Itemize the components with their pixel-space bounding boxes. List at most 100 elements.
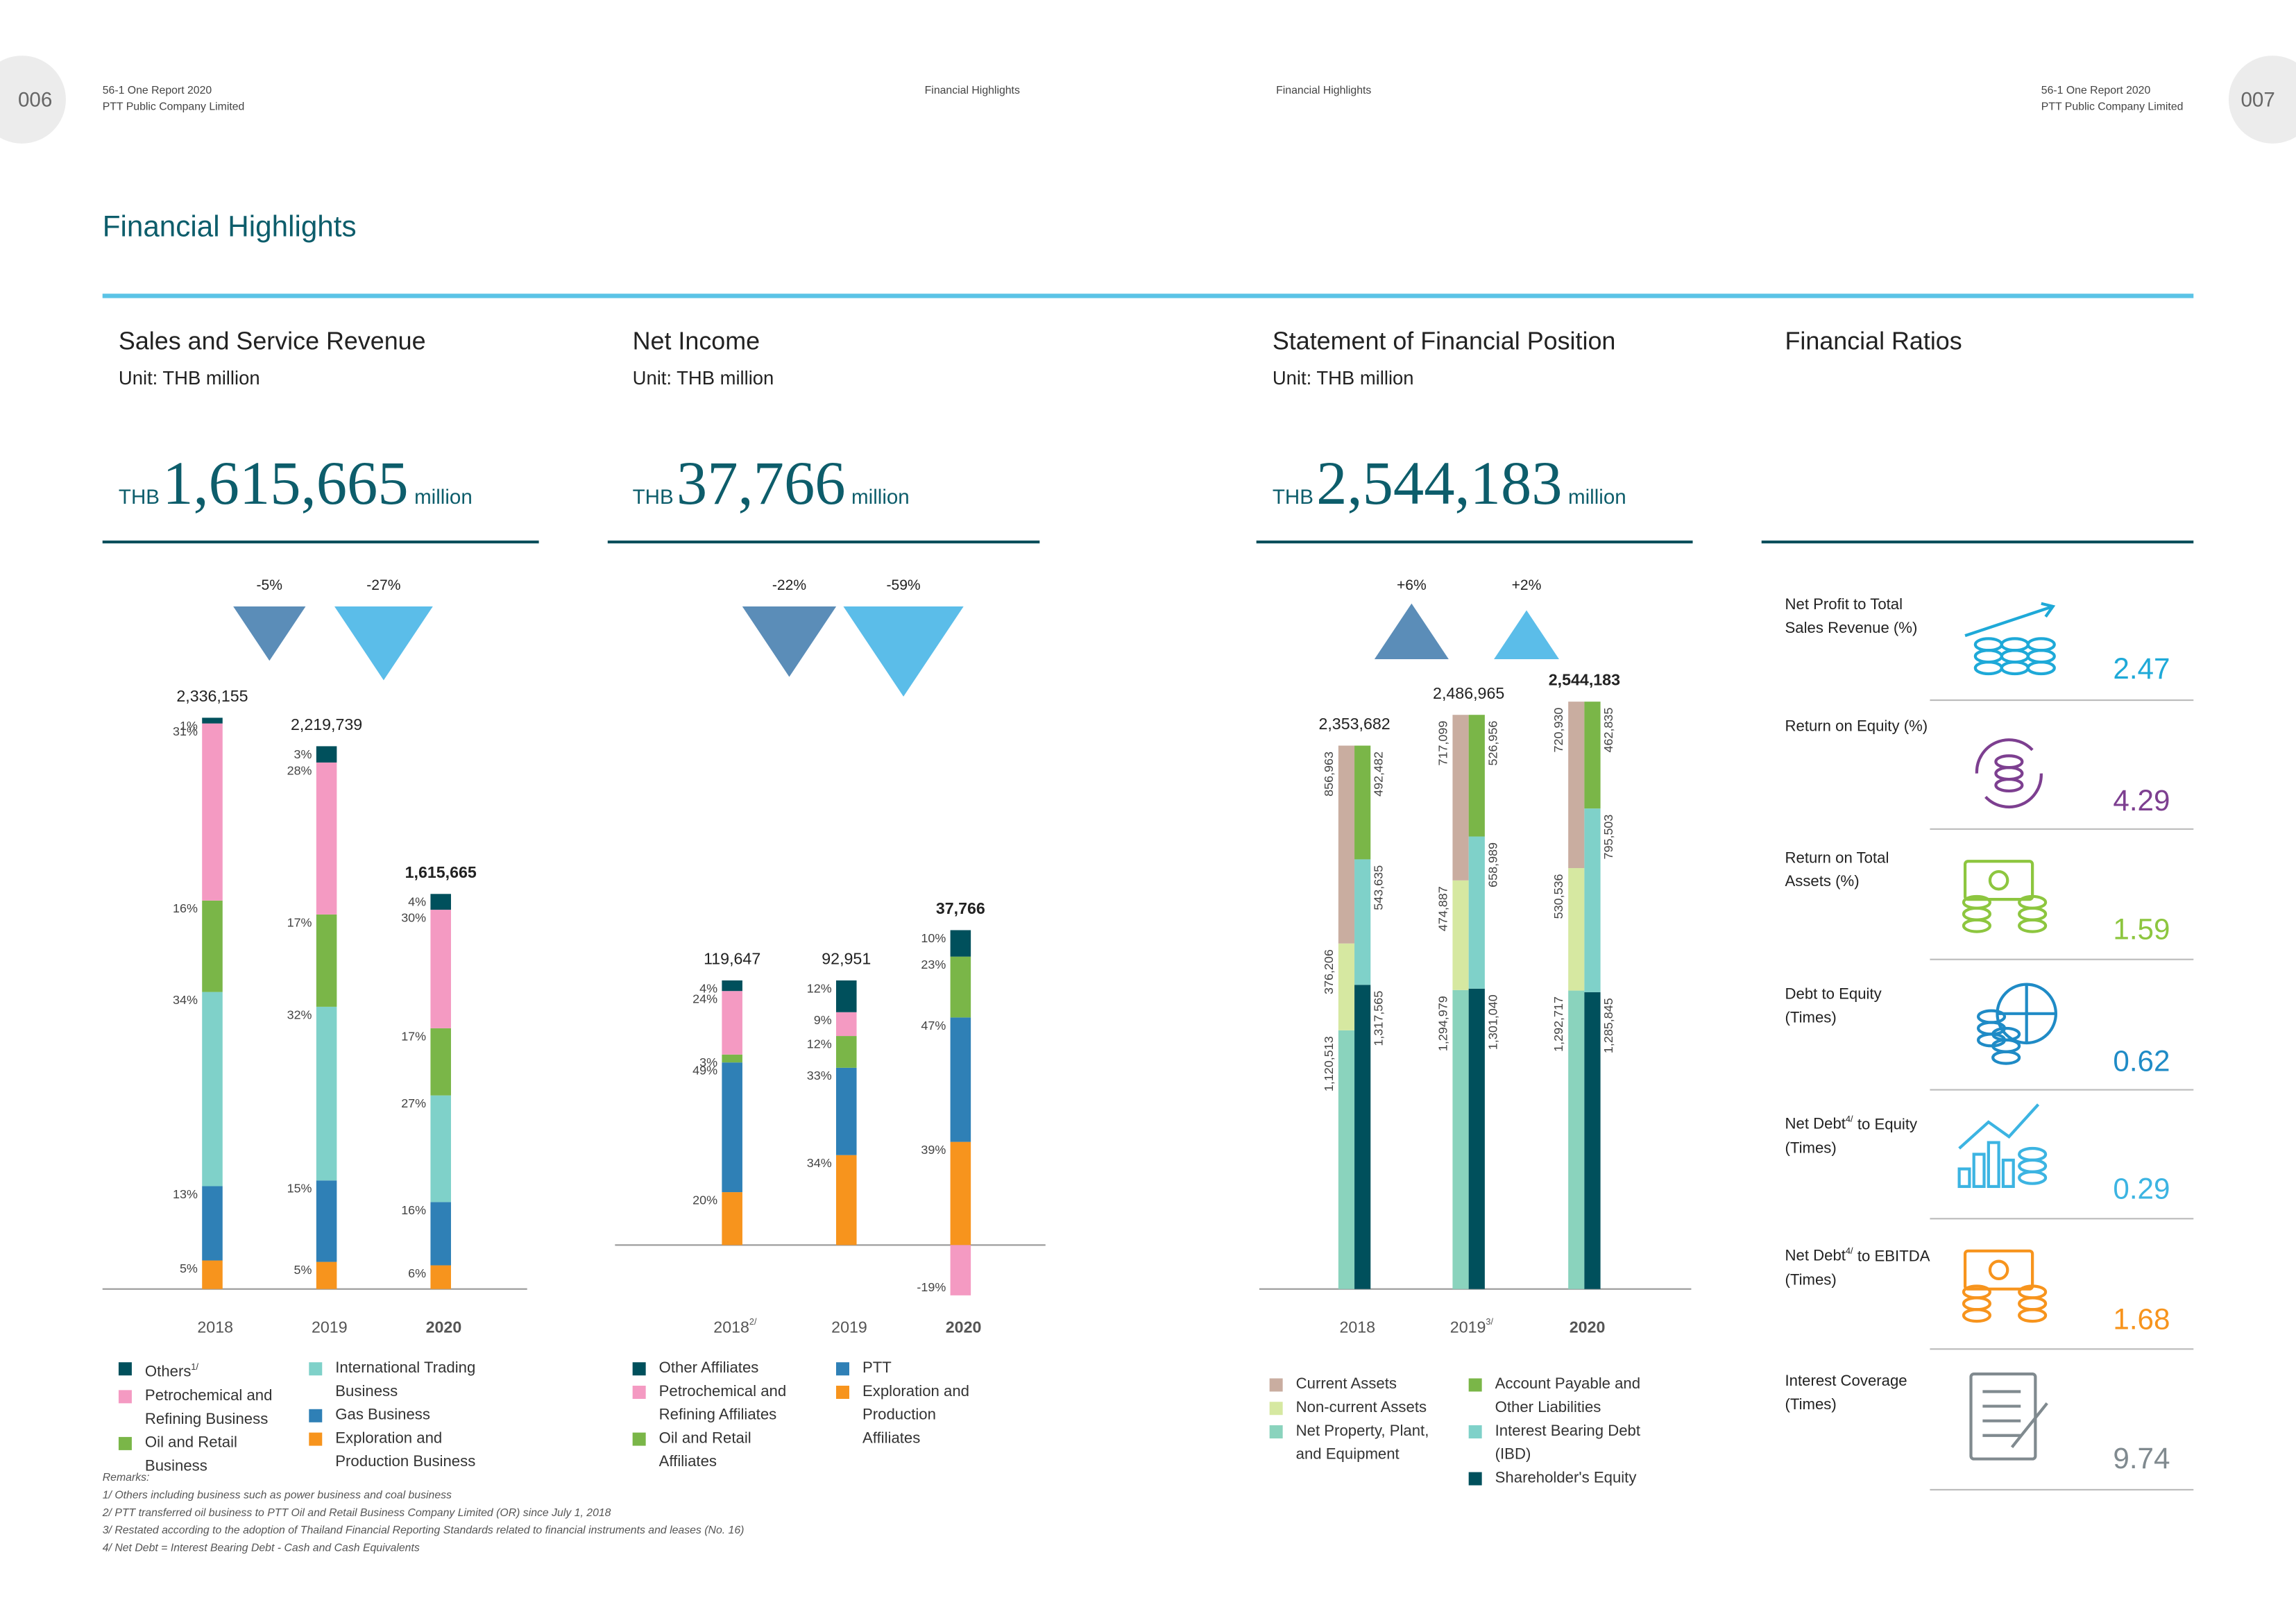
- value-label: 4%: [699, 981, 717, 995]
- legend-label: Petrochemical and Refining Affiliates: [658, 1382, 787, 1424]
- icon-coin: [1962, 1296, 1992, 1311]
- bar-segment: [1338, 943, 1355, 1030]
- ratio-label-text: Debt to Equity (Times): [1785, 985, 1882, 1027]
- value-label: 47%: [921, 1019, 946, 1033]
- value-label: 34%: [807, 1156, 832, 1170]
- value-label: 20%: [692, 1193, 717, 1207]
- bar-segment: [202, 723, 223, 901]
- legend-swatch: [1468, 1472, 1482, 1486]
- change-arrow: [742, 606, 837, 677]
- value-label: 530,536: [1551, 874, 1565, 919]
- ratio-value: 0.62: [2113, 1045, 2170, 1078]
- value-label: 1,292,717: [1551, 996, 1565, 1052]
- change-label: +6%: [1397, 577, 1427, 593]
- page-title: Financial Highlights: [103, 210, 357, 242]
- ratio-label: Net Debt4/to Equity (Times): [1785, 1109, 1931, 1159]
- icon-doc: [1969, 1373, 2037, 1461]
- icon-coin: [1962, 906, 1992, 921]
- legend-swatch: [632, 1362, 646, 1376]
- value-label: 4%: [408, 895, 426, 909]
- bar-segment: [1338, 745, 1355, 944]
- chart-title: Sales and Service Revenue: [119, 327, 426, 355]
- legend-label: Petrochemical and Refining Business: [144, 1386, 273, 1428]
- legend-label: Other Affiliates: [658, 1359, 759, 1377]
- bar-segment: [1338, 1030, 1355, 1289]
- total-label: 2,336,155: [176, 687, 248, 705]
- legend-note: 1/: [191, 1363, 199, 1373]
- ratio-value: 4.29: [2113, 784, 2170, 817]
- bar-segment: [202, 992, 223, 1187]
- headline: THB 2,544,183 million: [1273, 450, 1626, 518]
- bar-segment: [1354, 859, 1371, 985]
- bar-segment: [950, 1141, 971, 1246]
- year-label: 2020: [426, 1318, 462, 1336]
- icon-coin: [1976, 1009, 2007, 1024]
- value-label: 16%: [401, 1203, 426, 1217]
- legend-item: Oil and Retail Affiliates: [632, 1427, 808, 1474]
- legend-label: Shareholder's Equity: [1495, 1469, 1637, 1487]
- legend-item: Others1/: [118, 1357, 273, 1384]
- bar-segment: [1584, 702, 1601, 809]
- legend: International Trading Business Gas Busine…: [309, 1357, 499, 1474]
- value-label: 17%: [401, 1029, 426, 1043]
- legend-swatch: [1269, 1425, 1283, 1439]
- bar-segment: [835, 1155, 857, 1246]
- icon-coin: [1994, 754, 2024, 770]
- legend-label: Interest Bearing Debt (IBD): [1495, 1422, 1641, 1463]
- bar-segment: [316, 762, 337, 915]
- change-label: -22%: [772, 577, 806, 593]
- value-label: 5%: [294, 1263, 312, 1277]
- value-label: 12%: [807, 1037, 832, 1051]
- icon-coin: [2018, 1146, 2048, 1162]
- ratio-value: 1.68: [2113, 1302, 2170, 1335]
- icon-coin: [2018, 906, 2048, 921]
- ratio-icon: [1975, 738, 2043, 809]
- report-name: 56-1 One Report 2020: [103, 85, 212, 96]
- legend: Other Affiliates Petrochemical and Refini…: [632, 1357, 808, 1474]
- year: 2020: [946, 1318, 982, 1336]
- legend-label: Oil and Retail Affiliates: [658, 1429, 751, 1471]
- total-label: 92,951: [822, 950, 871, 968]
- company-name: PTT Public Company Limited: [103, 101, 245, 112]
- icon-cycle: [1975, 738, 2043, 809]
- value-label: 543,635: [1372, 865, 1386, 910]
- bar-segment: [1452, 715, 1469, 881]
- ratio-label-text: Net Debt: [1785, 1115, 1846, 1133]
- legend-label: Non-current Assets: [1295, 1399, 1427, 1417]
- bar-segment: [1568, 702, 1585, 869]
- bar-segment: [430, 894, 451, 910]
- ratio-icon: [1969, 1373, 2048, 1461]
- value-label: 27%: [401, 1096, 426, 1110]
- value-label: 3%: [294, 747, 312, 761]
- legend-label: Oil and Retail Business: [144, 1433, 237, 1475]
- ratio-note: 4/: [1845, 1116, 1853, 1125]
- bar-segment: [722, 1054, 742, 1063]
- headline-prefix: THB: [119, 486, 160, 509]
- year: 2018: [1339, 1318, 1375, 1336]
- value-label: 39%: [921, 1143, 946, 1157]
- legend-item: Interest Bearing Debt (IBD): [1468, 1420, 1667, 1467]
- ratio-value: 2.47: [2113, 652, 2170, 685]
- bar-segment: [202, 1186, 223, 1261]
- value-label: 15%: [287, 1182, 312, 1196]
- legend-swatch: [632, 1432, 646, 1446]
- value-label: 3%: [699, 1055, 717, 1069]
- legend-swatch: [632, 1386, 646, 1400]
- icon-globe-lines: [1997, 984, 2056, 1044]
- chart-title: Statement of Financial Position: [1273, 327, 1615, 355]
- total-label: 119,647: [704, 950, 760, 968]
- legend-item: Petrochemical and Refining Affiliates: [632, 1380, 808, 1427]
- year-label: 20182/: [713, 1318, 757, 1336]
- ratio-icon: [1962, 860, 2048, 933]
- legend-item: Account Payable and Other Liabilities: [1468, 1373, 1667, 1420]
- ratio-icon: [1976, 983, 2058, 1065]
- remark: 4/ Net Debt = Interest Bearing Debt - Ca…: [102, 1540, 420, 1554]
- total-label: 2,353,682: [1318, 715, 1390, 733]
- running-section: Financial Highlights: [1276, 85, 1371, 96]
- total-label: 2,544,183: [1549, 671, 1620, 689]
- year-label: 2020: [946, 1318, 982, 1336]
- value-label: 16%: [173, 901, 198, 915]
- icon-coin: [2026, 649, 2056, 664]
- legend-item: Gas Business: [309, 1403, 499, 1427]
